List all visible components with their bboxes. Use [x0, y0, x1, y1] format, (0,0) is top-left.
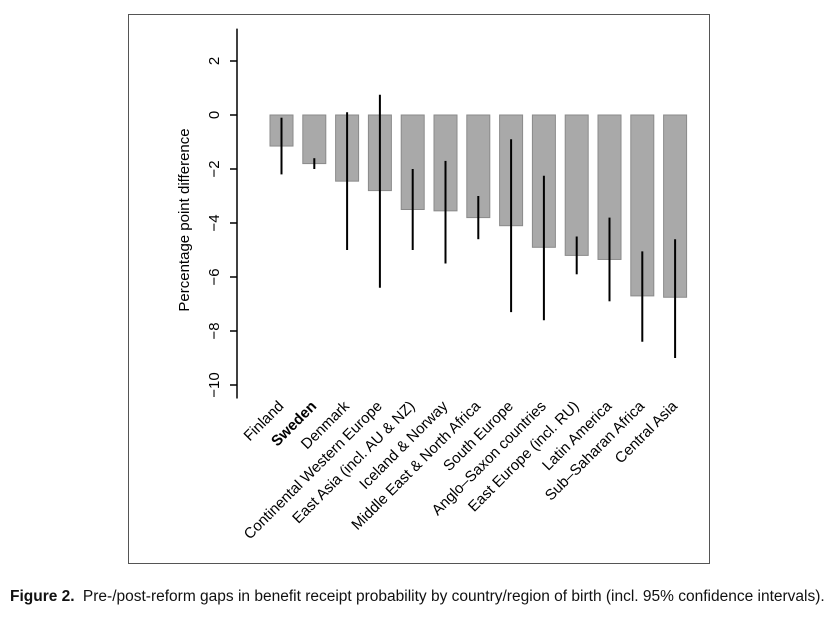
y-tick-label: −6	[206, 268, 223, 285]
y-tick-label: −8	[206, 322, 223, 339]
y-axis-label: Percentage point difference	[176, 128, 193, 311]
y-tick-label: −4	[206, 214, 223, 231]
bar	[302, 114, 327, 165]
chart-frame: 2 0 −2 −4 −6 −8 −10 Percentage point difference…	[128, 14, 710, 564]
bar	[564, 114, 589, 256]
y-tick-label: 2	[206, 57, 223, 65]
bar-chart: 2 0 −2 −4 −6 −8 −10 Percentage point difference…	[176, 28, 688, 543]
caption-text: Pre-/post-reform gaps in benefit receipt…	[82, 588, 825, 605]
figure-caption: Figure 2. Pre-/post-reform gaps in benef…	[10, 586, 828, 607]
caption-label: Figure 2.	[10, 588, 75, 605]
y-tick-label: 0	[206, 111, 223, 119]
y-tick-label: −2	[206, 160, 223, 177]
y-tick-label: −10	[206, 372, 223, 397]
